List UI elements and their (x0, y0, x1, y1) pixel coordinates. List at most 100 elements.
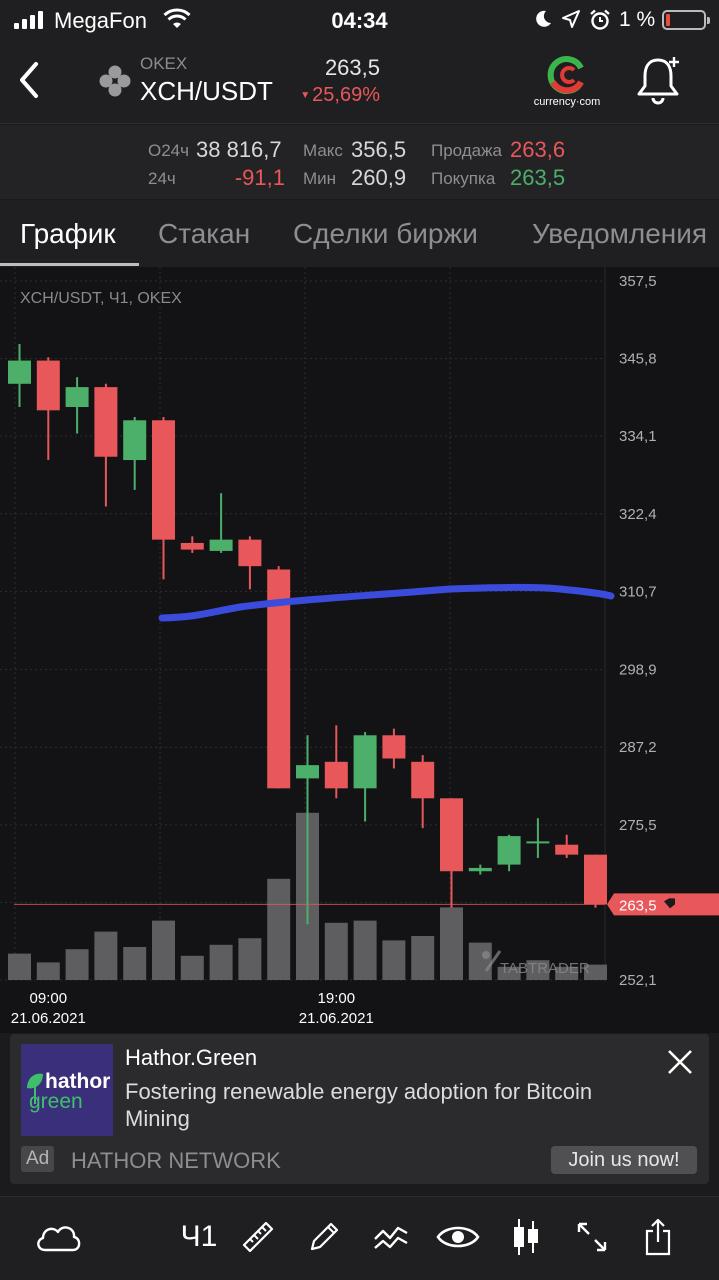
leaf-icon (27, 1073, 43, 1104)
candle-body (238, 539, 262, 567)
price-change-value: 25,69% (312, 84, 380, 106)
ask-value: 263,6 (510, 137, 566, 162)
ad-description[interactable]: Fostering renewable energy adoption for … (125, 1079, 593, 1131)
sponsor-logo[interactable]: currency·com (529, 54, 605, 110)
candle-body (65, 387, 89, 408)
battery-icon (662, 10, 710, 30)
bid-label: Покупка (431, 169, 496, 188)
drawn-line (158, 584, 615, 622)
volume-bar (8, 953, 31, 980)
ad-cta-button[interactable]: Join us now! (551, 1146, 697, 1174)
share-icon (645, 1218, 671, 1256)
candle-body (209, 539, 233, 551)
volume-bar (152, 920, 175, 980)
tab-chart[interactable]: График (20, 218, 116, 249)
volume-value: 38 816,7 (196, 137, 282, 162)
pair-name[interactable]: XCH/USDT (140, 76, 273, 106)
volume-bar (209, 944, 233, 980)
candle-body (8, 360, 31, 384)
volume-bar (94, 931, 118, 980)
y-tick-label: 322,4 (619, 506, 657, 523)
volume-bar (555, 966, 579, 980)
ad-badge: Ad (21, 1146, 55, 1172)
y-tick-label: 310,7 (619, 583, 657, 600)
candles-icon (514, 1219, 538, 1255)
candle-body (123, 420, 147, 461)
currency-com-icon (547, 56, 584, 94)
low-value: 260,9 (351, 165, 407, 190)
volume-bar (324, 922, 348, 980)
indicators-icon (374, 1226, 408, 1249)
candle-body (468, 867, 492, 872)
pencil-icon (310, 1222, 339, 1251)
candle-body (584, 854, 607, 905)
high-value: 356,5 (351, 137, 407, 162)
tab-alerts[interactable]: Уведомления (532, 218, 708, 249)
price-change: ▼ 25,69% (280, 84, 380, 107)
x-tick-date: 21.06.2021 (299, 1010, 374, 1027)
price-tag-icon (664, 898, 675, 909)
cloud-button[interactable] (30, 1215, 86, 1259)
indicators-button[interactable] (368, 1215, 414, 1259)
back-button[interactable] (12, 58, 46, 102)
ad-banner[interactable]: hathor green Hathor.Green Fostering rene… (10, 1034, 709, 1184)
close-icon[interactable] (664, 1046, 696, 1078)
visibility-button[interactable] (434, 1215, 482, 1259)
tab-order-book[interactable]: Стакан (158, 218, 251, 249)
chart-type-button[interactable] (504, 1215, 548, 1259)
change-24h-label: 24ч (148, 169, 176, 188)
price-chart[interactable]: 357,5 345,8 334,1 322,4 310,7 298,9 287,2 275,5… (0, 267, 719, 1033)
wifi-icon (163, 8, 191, 28)
change-24h-value: -91,1 (234, 165, 285, 190)
candle-body (526, 841, 550, 844)
pair-header: OKEX XCH/USDT 263,5 ▼ 25,69% currency·com (0, 40, 719, 124)
candle-body (324, 761, 348, 789)
active-tab-indicator (0, 263, 139, 266)
candle-body (440, 798, 463, 872)
carrier-name: MegaFon (54, 8, 147, 33)
ad-image[interactable]: hathor green (21, 1044, 113, 1136)
low-label: Мин (303, 169, 337, 188)
candle-body (555, 844, 579, 855)
ruler-button[interactable] (236, 1215, 280, 1259)
moon-icon (536, 10, 551, 27)
y-tick-label: 357,5 (619, 273, 657, 290)
y-tick-label: 334,1 (619, 428, 657, 445)
ruler-icon (242, 1221, 274, 1253)
x-tick-time: 19:00 (318, 990, 356, 1007)
add-alert-bell-icon[interactable] (634, 54, 686, 108)
tab-bar: График Стакан Сделки биржи Уведомления (0, 200, 719, 267)
ad-advertiser: HATHOR NETWORK (71, 1148, 281, 1173)
draw-button[interactable] (302, 1215, 346, 1259)
tab-trades[interactable]: Сделки биржи (293, 218, 478, 249)
y-tick-label: 345,8 (619, 351, 657, 368)
watermark-text: TABTRADER (500, 960, 590, 977)
fullscreen-button[interactable] (570, 1215, 614, 1259)
candle-body (411, 761, 435, 799)
volume-bar (267, 878, 291, 980)
ad-logo-text-top: hathor (45, 1070, 111, 1093)
coin-logo-icon (99, 65, 131, 97)
bottom-toolbar: Ч1 (0, 1196, 719, 1280)
x-tick-date: 21.06.2021 (11, 1010, 86, 1027)
last-price-tag (607, 893, 719, 916)
volume-bar (36, 962, 60, 980)
candle-body (36, 360, 60, 411)
candlestick-chart[interactable]: 357,5 345,8 334,1 322,4 310,7 298,9 287,2 275,5… (0, 267, 719, 1033)
volume-bar (382, 940, 406, 980)
ad-title[interactable]: Hathor.Green (125, 1045, 258, 1070)
share-button[interactable] (636, 1215, 680, 1259)
cellular-signal-icon (14, 11, 43, 29)
interval-selector[interactable]: Ч1 (180, 1220, 218, 1253)
volume-bar (497, 966, 521, 980)
ask-label: Продажа (431, 141, 502, 160)
alarm-icon (590, 9, 610, 30)
y-tick-label: 275,5 (619, 817, 657, 834)
watermark-logo-icon (484, 950, 502, 972)
volume-bar (440, 907, 463, 980)
location-arrow-icon (562, 10, 580, 28)
last-price-label: 263,5 (619, 897, 657, 914)
battery-percent: 1 % (619, 8, 656, 31)
candle-body (296, 765, 319, 779)
bid-value: 263,5 (510, 165, 566, 190)
